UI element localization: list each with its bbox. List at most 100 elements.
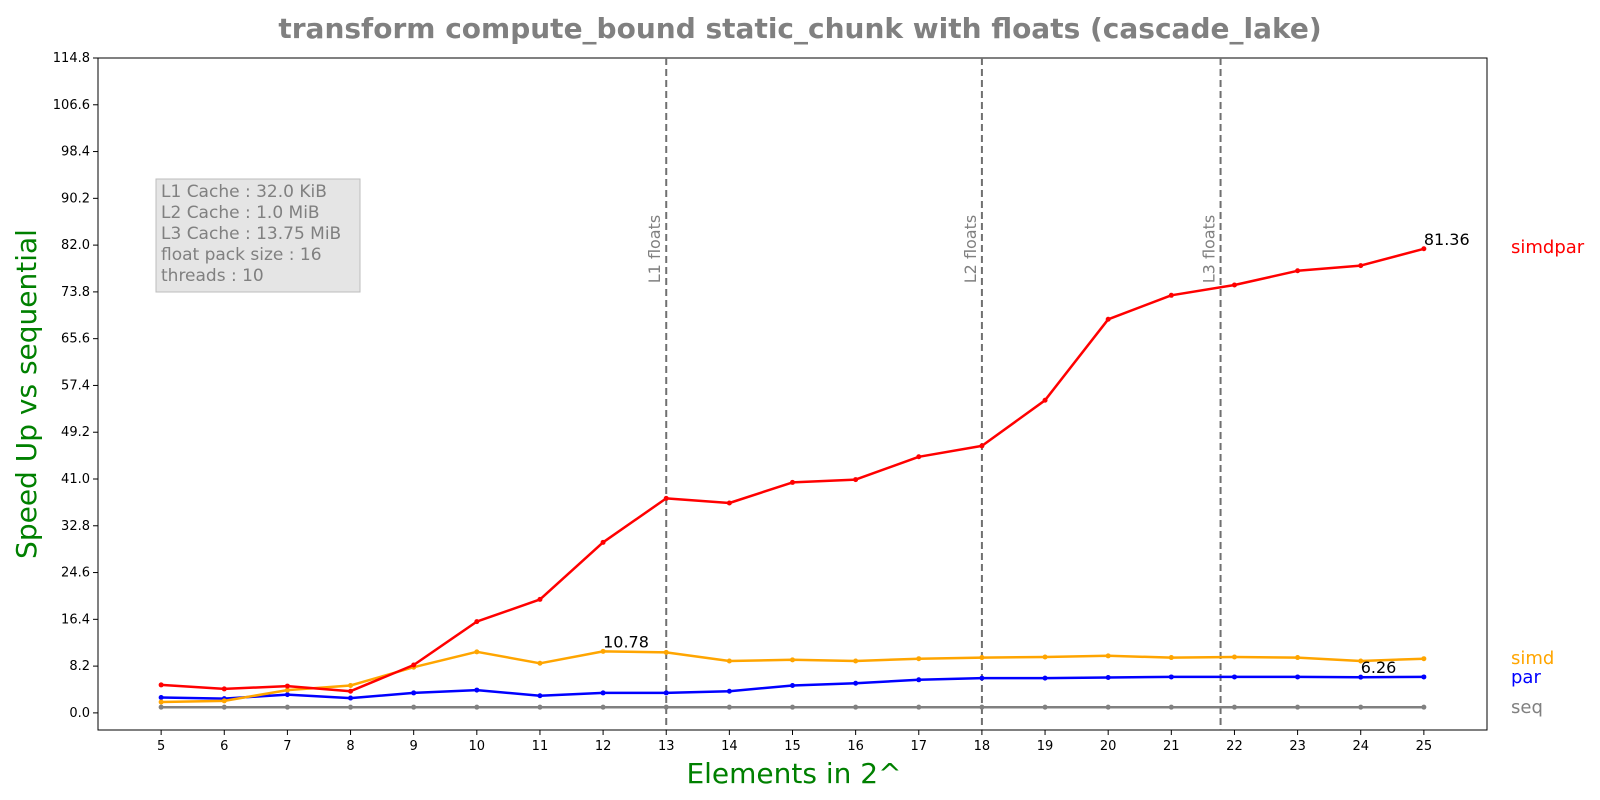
data-point-seq [663, 704, 669, 710]
data-point-seq [790, 704, 795, 710]
data-point-par [284, 692, 290, 698]
data-point-simd [1421, 656, 1427, 662]
y-tick-label: 90.2 [61, 191, 90, 206]
x-tick-label: 20 [1100, 739, 1117, 754]
x-tick-label: 9 [410, 739, 418, 754]
data-point-simd [348, 683, 354, 689]
x-tick-label: 23 [1289, 739, 1306, 754]
x-tick-label: 5 [157, 739, 165, 754]
value-annotation: 81.36 [1424, 230, 1470, 249]
data-point-simd [221, 698, 227, 704]
x-tick-label: 6 [220, 739, 228, 754]
data-point-simdpar [474, 619, 480, 625]
data-point-simdpar [348, 688, 354, 694]
data-point-simdpar [221, 686, 227, 692]
x-axis-label: Elements in 2^ [686, 757, 901, 790]
data-point-simd [537, 660, 543, 666]
plot-area: 0.08.216.424.632.841.049.257.465.673.882… [53, 51, 1585, 754]
info-box-line: threads : 10 [161, 266, 264, 286]
data-point-simd [1168, 655, 1174, 661]
data-point-simd [1295, 655, 1301, 661]
cache-line-label: L1 floats [645, 215, 664, 283]
y-tick-label: 49.2 [61, 425, 90, 440]
data-point-seq [600, 704, 606, 710]
data-point-simdpar [158, 682, 164, 688]
data-point-simdpar [1042, 397, 1048, 403]
data-point-par [1231, 674, 1237, 680]
data-point-seq [1168, 704, 1174, 710]
x-tick-label: 8 [346, 739, 354, 754]
x-tick-label: 7 [283, 739, 291, 754]
data-point-simdpar [411, 662, 417, 668]
series-line-simdpar [161, 247, 1425, 693]
y-tick-label: 0.0 [69, 706, 90, 721]
x-tick-label: 15 [784, 739, 801, 754]
data-point-simd [158, 699, 164, 705]
data-point-simdpar [1295, 268, 1301, 274]
x-tick-label: 14 [721, 739, 738, 754]
y-tick-label: 114.8 [53, 51, 90, 66]
data-point-seq [1042, 704, 1048, 710]
data-point-par [474, 687, 480, 693]
data-point-simdpar [853, 477, 859, 483]
series-label-par: par [1511, 667, 1541, 688]
data-point-seq [726, 704, 732, 710]
data-point-simdpar [1358, 263, 1364, 269]
data-point-simdpar [979, 443, 985, 449]
data-point-seq [411, 704, 417, 710]
x-tick-label: 16 [847, 739, 864, 754]
cache-line-label: L3 floats [1200, 215, 1219, 283]
data-point-par [1105, 675, 1111, 681]
plot-frame [97, 57, 1488, 731]
data-point-simd [1042, 654, 1048, 660]
data-point-simdpar [1168, 292, 1174, 298]
data-point-par [411, 690, 417, 696]
chart-title: transform compute_bound static_chunk wit… [278, 12, 1321, 45]
data-point-seq [1358, 704, 1364, 710]
x-tick-label: 12 [595, 739, 612, 754]
x-tick-label: 17 [910, 739, 927, 754]
y-tick-label: 8.2 [69, 659, 90, 674]
y-tick-label: 24.6 [61, 566, 90, 581]
data-point-par [916, 677, 922, 683]
data-point-simdpar [537, 596, 543, 602]
data-point-simdpar [284, 683, 290, 689]
x-tick-label: 24 [1352, 739, 1369, 754]
data-point-seq [1231, 704, 1237, 710]
data-point-simdpar [916, 454, 922, 460]
series-label-simd: simd [1511, 648, 1554, 669]
data-point-simd [726, 658, 732, 664]
data-point-seq [916, 704, 922, 710]
data-point-simd [1358, 658, 1364, 664]
data-point-simd [853, 658, 859, 664]
series-label-simdpar: simdpar [1511, 237, 1585, 258]
y-tick-label: 106.6 [53, 98, 90, 113]
data-point-simdpar [663, 495, 669, 501]
x-tick-label: 13 [658, 739, 675, 754]
data-point-par [348, 695, 354, 701]
data-point-simdpar [790, 479, 795, 485]
info-box-line: L3 Cache : 13.75 MiB [161, 224, 341, 244]
x-tick-label: 22 [1226, 739, 1243, 754]
data-point-seq [474, 704, 480, 710]
y-tick-label: 41.0 [61, 472, 90, 487]
data-point-par [979, 675, 985, 681]
data-point-par [1421, 674, 1427, 680]
data-point-simd [1105, 653, 1111, 659]
data-point-simdpar [1231, 282, 1237, 288]
data-point-seq [1421, 704, 1427, 710]
series-label-seq: seq [1511, 697, 1543, 718]
data-point-seq [537, 704, 543, 710]
cache-line-label: L2 floats [961, 215, 980, 283]
data-point-seq [221, 704, 227, 710]
x-tick-label: 21 [1163, 739, 1180, 754]
data-point-simdpar [1421, 246, 1427, 252]
value-annotation: 6.26 [1361, 658, 1397, 677]
data-point-par [790, 683, 795, 689]
y-tick-label: 73.8 [61, 285, 90, 300]
data-point-simd [916, 656, 922, 662]
data-point-simdpar [726, 500, 732, 506]
x-tick-label: 10 [469, 739, 486, 754]
data-point-simd [600, 648, 606, 654]
data-point-simdpar [1105, 316, 1111, 322]
